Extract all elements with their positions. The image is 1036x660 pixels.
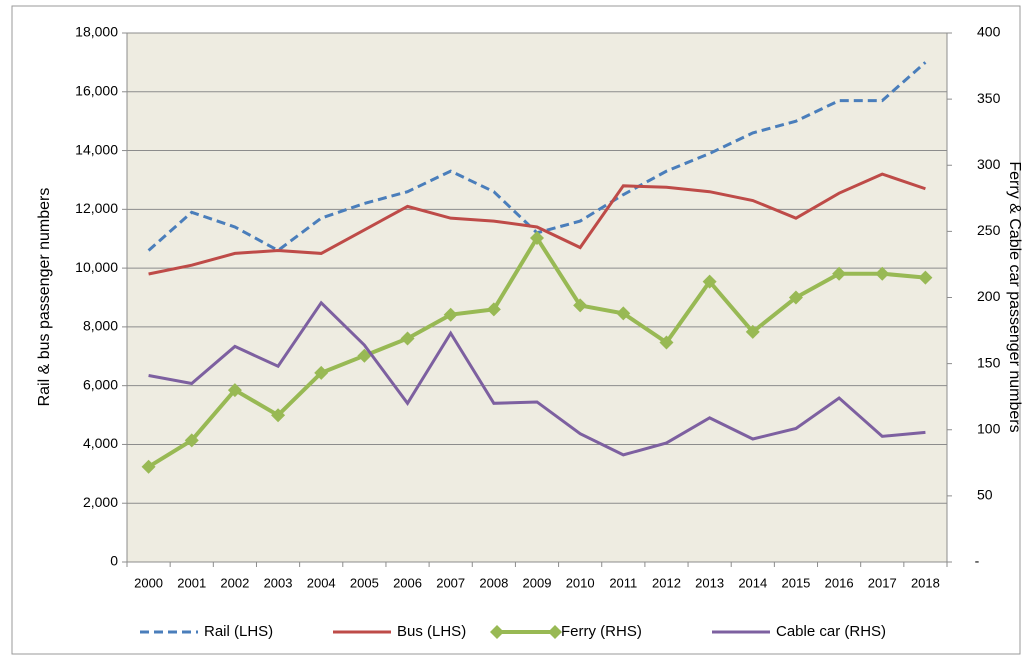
y2-tick-label: 150 <box>977 354 1001 370</box>
legend-label: Ferry (RHS) <box>561 623 642 640</box>
marker <box>227 383 242 398</box>
marker <box>573 298 588 313</box>
marker <box>314 365 329 380</box>
y2-tick-label: 300 <box>977 156 1001 172</box>
legend-marker <box>548 625 562 639</box>
marker <box>659 335 674 350</box>
y-tick-label: 2,000 <box>83 494 118 510</box>
y2-tick-label: - <box>975 553 980 569</box>
y-tick-label: 4,000 <box>83 435 118 451</box>
y-tick-label: 12,000 <box>75 200 118 216</box>
y-tick-label: 10,000 <box>75 259 118 275</box>
x-tick-label: 2007 <box>436 575 465 590</box>
x-tick-label: 2015 <box>781 575 810 590</box>
y-tick-label: 18,000 <box>75 24 118 40</box>
marker <box>530 230 544 245</box>
marker <box>184 433 199 448</box>
y-tick-label: 16,000 <box>75 82 118 98</box>
series-line <box>148 300 926 457</box>
marker <box>443 307 458 322</box>
x-tick-label: 2000 <box>134 575 163 590</box>
marker <box>271 408 286 423</box>
x-tick-label: 2001 <box>177 575 206 590</box>
legend-marker <box>490 625 504 639</box>
x-tick-label: 2005 <box>350 575 379 590</box>
marker <box>918 270 933 285</box>
legend-label: Bus (LHS) <box>397 623 466 640</box>
x-tick-label: 2014 <box>738 575 767 590</box>
y-tick-label: 14,000 <box>75 141 118 157</box>
y2-axis-title: Ferry & Cable car passenger numbers <box>1006 161 1023 432</box>
x-tick-label: 2012 <box>652 575 681 590</box>
y-tick-label: 6,000 <box>83 376 118 392</box>
y2-tick-label: 400 <box>977 24 1001 40</box>
y-axis-title: Rail & bus passenger numbers <box>36 188 53 407</box>
marker <box>400 331 415 346</box>
x-tick-label: 2017 <box>868 575 897 590</box>
x-tick-label: 2016 <box>825 575 854 590</box>
legend-label: Cable car (RHS) <box>776 623 886 640</box>
y2-tick-label: 100 <box>977 420 1001 436</box>
marker <box>141 459 156 474</box>
marker <box>486 302 501 317</box>
marker <box>788 290 803 305</box>
x-tick-label: 2013 <box>695 575 724 590</box>
x-tick-label: 2010 <box>566 575 595 590</box>
marker <box>832 266 847 281</box>
marker <box>702 274 717 289</box>
legend-label: Rail (LHS) <box>204 623 273 640</box>
x-tick-label: 2018 <box>911 575 940 590</box>
x-tick-label: 2009 <box>523 575 552 590</box>
series-line <box>148 172 926 276</box>
y-tick-label: 0 <box>110 553 118 569</box>
x-tick-label: 2008 <box>479 575 508 590</box>
x-tick-label: 2003 <box>264 575 293 590</box>
y2-tick-label: 350 <box>977 90 1001 106</box>
marker <box>616 306 631 321</box>
marker <box>745 324 760 339</box>
y2-tick-label: 200 <box>977 288 1001 304</box>
x-tick-label: 2004 <box>307 575 336 590</box>
x-tick-label: 2011 <box>609 575 637 590</box>
x-tick-label: 2006 <box>393 575 422 590</box>
y2-tick-label: 250 <box>977 222 1001 238</box>
y-tick-label: 8,000 <box>83 318 118 334</box>
x-tick-label: 2002 <box>220 575 249 590</box>
y2-tick-label: 50 <box>977 487 993 503</box>
marker <box>875 266 890 281</box>
plot-area <box>127 33 947 562</box>
